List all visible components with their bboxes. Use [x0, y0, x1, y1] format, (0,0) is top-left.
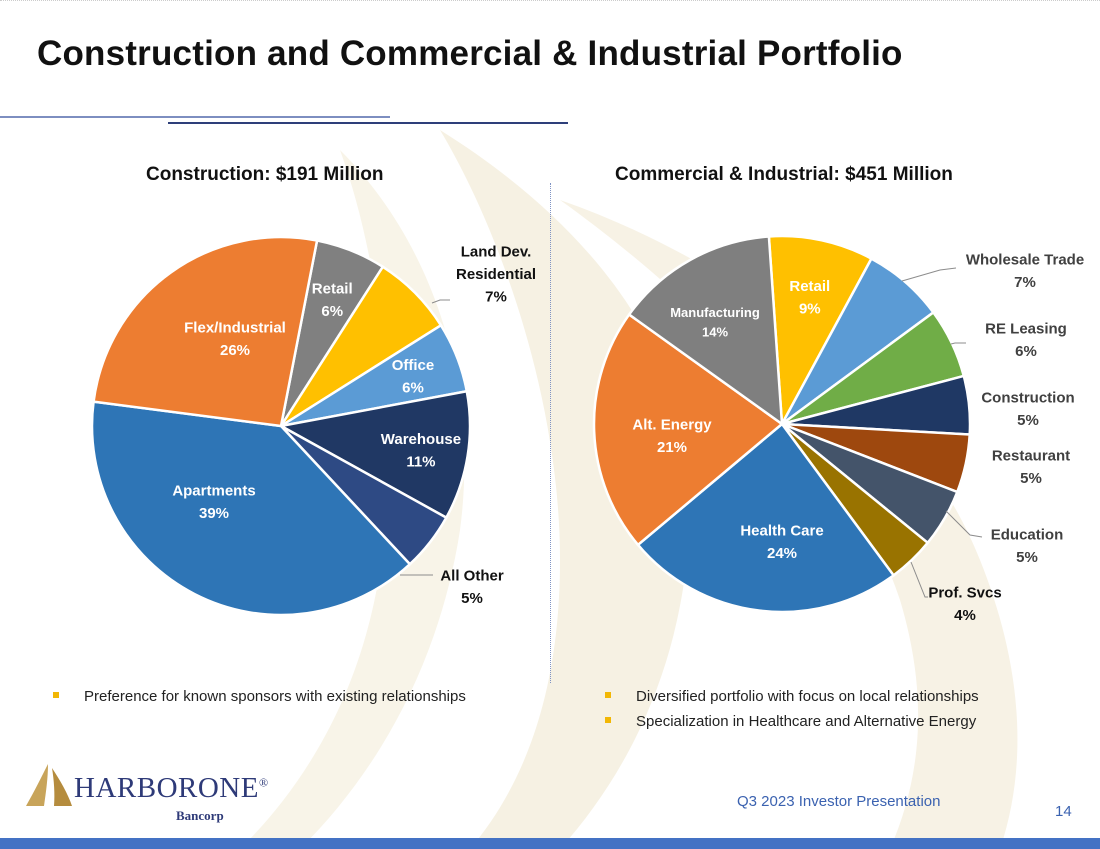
- slice-label-re-leasing: RE Leasing 6%: [985, 321, 1067, 361]
- slice-label-alt-energy: Alt. Energy 21%: [632, 417, 712, 457]
- bullet-text: Diversified portfolio with focus on loca…: [636, 688, 979, 705]
- title-rule-light: [0, 116, 390, 118]
- slice-label-prof-svcs: Prof. Svcs 4%: [928, 585, 1001, 625]
- leader-line-education: [945, 510, 983, 538]
- chart-divider: [550, 183, 551, 683]
- harborone-logo: HARBORONE® Bancorp: [26, 760, 286, 824]
- top-dotted-rule: [0, 0, 1100, 1]
- bullet-square-icon: [605, 692, 611, 698]
- slice-label-education: Education 5%: [991, 527, 1064, 567]
- slice-label-warehouse: Warehouse 11%: [381, 431, 461, 471]
- pie-slice-flex-industrial: [92, 235, 319, 428]
- slice-label-manufacturing: Manufacturing 14%: [670, 305, 760, 340]
- page-number: 14: [1055, 803, 1072, 820]
- pie-slice-alt-energy: [592, 312, 785, 547]
- slice-label-all-other: All Other 5%: [440, 568, 504, 608]
- slice-label-construction: Construction 5%: [981, 390, 1074, 430]
- bullet-text: Specialization in Healthcare and Alterna…: [636, 713, 977, 730]
- bottom-bar: [0, 838, 1100, 849]
- slice-label-land-dev-residential: Land Dev. Residential 7%: [456, 243, 536, 305]
- construction-chart-title: Construction: $191 Million: [146, 164, 384, 185]
- slice-label-retail: Retail 9%: [789, 278, 830, 318]
- footer-text: Q3 2023 Investor Presentation: [737, 793, 941, 810]
- bullet-square-icon: [605, 717, 611, 723]
- logo-subtitle: Bancorp: [176, 808, 224, 823]
- logo-wordmark: HARBORONE®: [74, 772, 269, 804]
- slice-label-office: Office 6%: [392, 357, 435, 397]
- slice-label-apartments: Apartments 39%: [172, 483, 255, 523]
- title-rule-dark: [168, 122, 568, 124]
- slice-label-wholesale-trade: Wholesale Trade 7%: [966, 252, 1084, 292]
- pie-slice-health-care: [636, 422, 896, 614]
- slice-label-retail: Retail 6%: [312, 280, 353, 320]
- leader-line-wholesale-trade: [901, 267, 957, 282]
- sail-icon: [26, 764, 72, 806]
- bullet-square-icon: [53, 692, 59, 698]
- pie-slice-retail: [767, 234, 874, 429]
- leader-line-land-dev-residential: [431, 299, 450, 304]
- slide-title: Construction and Commercial & Industrial…: [37, 34, 903, 73]
- slice-label-health-care: Health Care 24%: [740, 523, 823, 563]
- leader-line-re-leasing: [950, 342, 966, 345]
- bullet-text: Preference for known sponsors with exist…: [84, 688, 466, 705]
- pie-slice-manufacturing: [627, 235, 784, 427]
- ci-chart-title: Commercial & Industrial: $451 Million: [615, 164, 953, 185]
- pie-slice-warehouse: [277, 389, 472, 520]
- slice-label-flex-industrial: Flex/Industrial 26%: [184, 320, 286, 360]
- slice-label-restaurant: Restaurant 5%: [992, 448, 1070, 488]
- pie-slice-apartments: [90, 400, 412, 617]
- leader-line-prof-svcs: [910, 561, 928, 598]
